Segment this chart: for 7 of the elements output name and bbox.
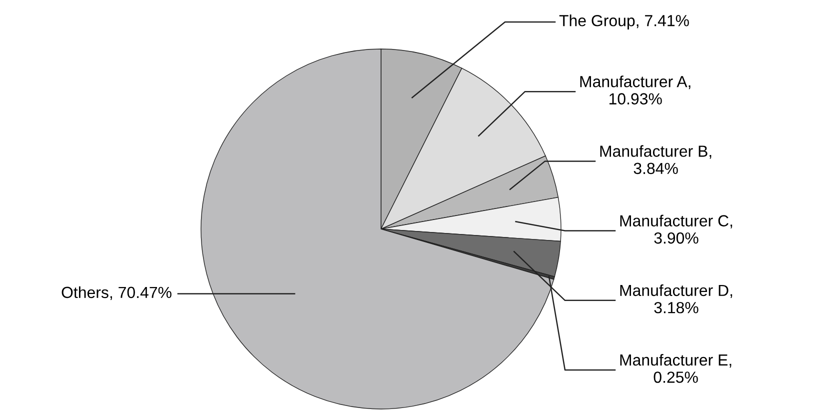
slice-label: Manufacturer A, 10.93% [580,76,690,104]
slice-label: The Group, 7.41% [559,14,689,30]
slice-label: Manufacturer B, 3.84% [600,145,712,174]
slice-label: Others, 70.47% [62,286,172,300]
slice-label: Manufacturer E, 0.25% [620,354,732,383]
slice-label: Manufacturer C, 3.90% [620,214,732,244]
slice-label: Manufacturer D, 3.18% [620,284,732,314]
